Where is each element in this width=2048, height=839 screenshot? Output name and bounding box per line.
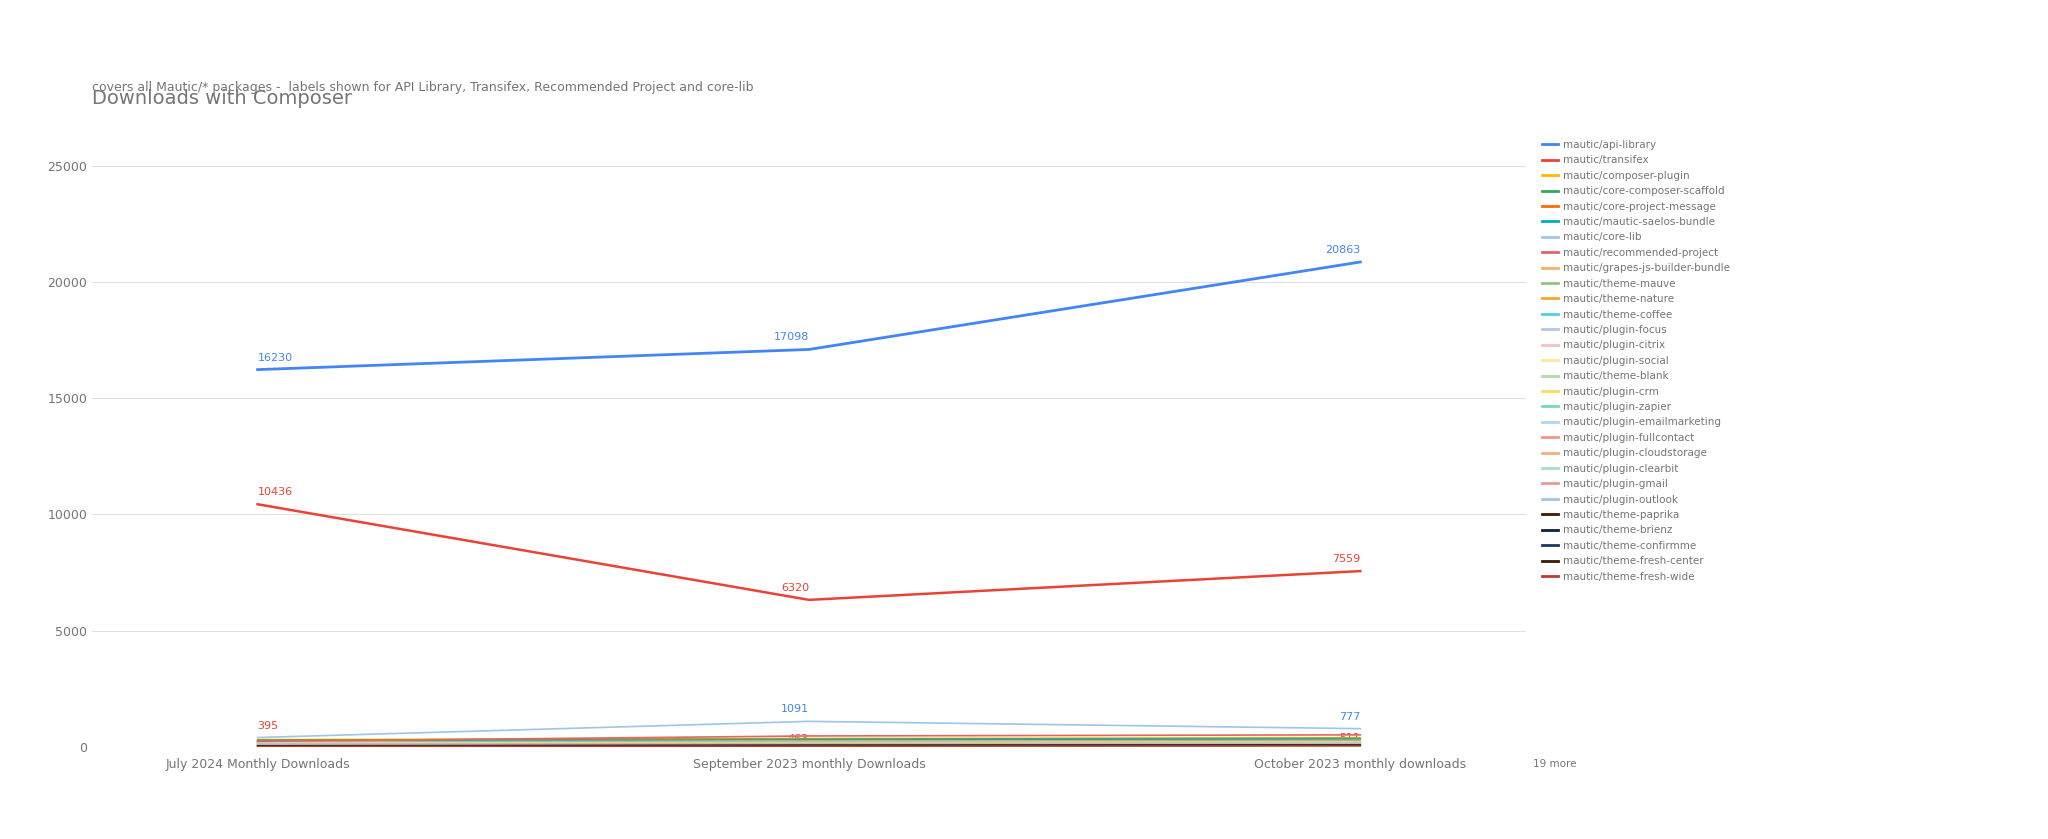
Text: 777: 777 bbox=[1339, 711, 1360, 722]
Text: 17098: 17098 bbox=[774, 332, 809, 342]
Text: 395: 395 bbox=[258, 721, 279, 731]
Text: 19 more: 19 more bbox=[1532, 758, 1577, 769]
Text: 7559: 7559 bbox=[1331, 554, 1360, 564]
Text: 463: 463 bbox=[788, 734, 809, 744]
Text: 1091: 1091 bbox=[780, 705, 809, 714]
Text: 6320: 6320 bbox=[780, 583, 809, 593]
Text: 20863: 20863 bbox=[1325, 245, 1360, 255]
Text: 16230: 16230 bbox=[258, 352, 293, 362]
Text: covers all Mautic/* packages -  labels shown for API Library, Transifex, Recomme: covers all Mautic/* packages - labels sh… bbox=[92, 81, 754, 94]
Text: 511: 511 bbox=[1339, 733, 1360, 743]
Text: 10436: 10436 bbox=[258, 487, 293, 498]
Legend: mautic/api-library, mautic/transifex, mautic/composer-plugin, mautic/core-compos: mautic/api-library, mautic/transifex, ma… bbox=[1538, 136, 1735, 586]
Text: Downloads with Composer: Downloads with Composer bbox=[92, 89, 352, 107]
